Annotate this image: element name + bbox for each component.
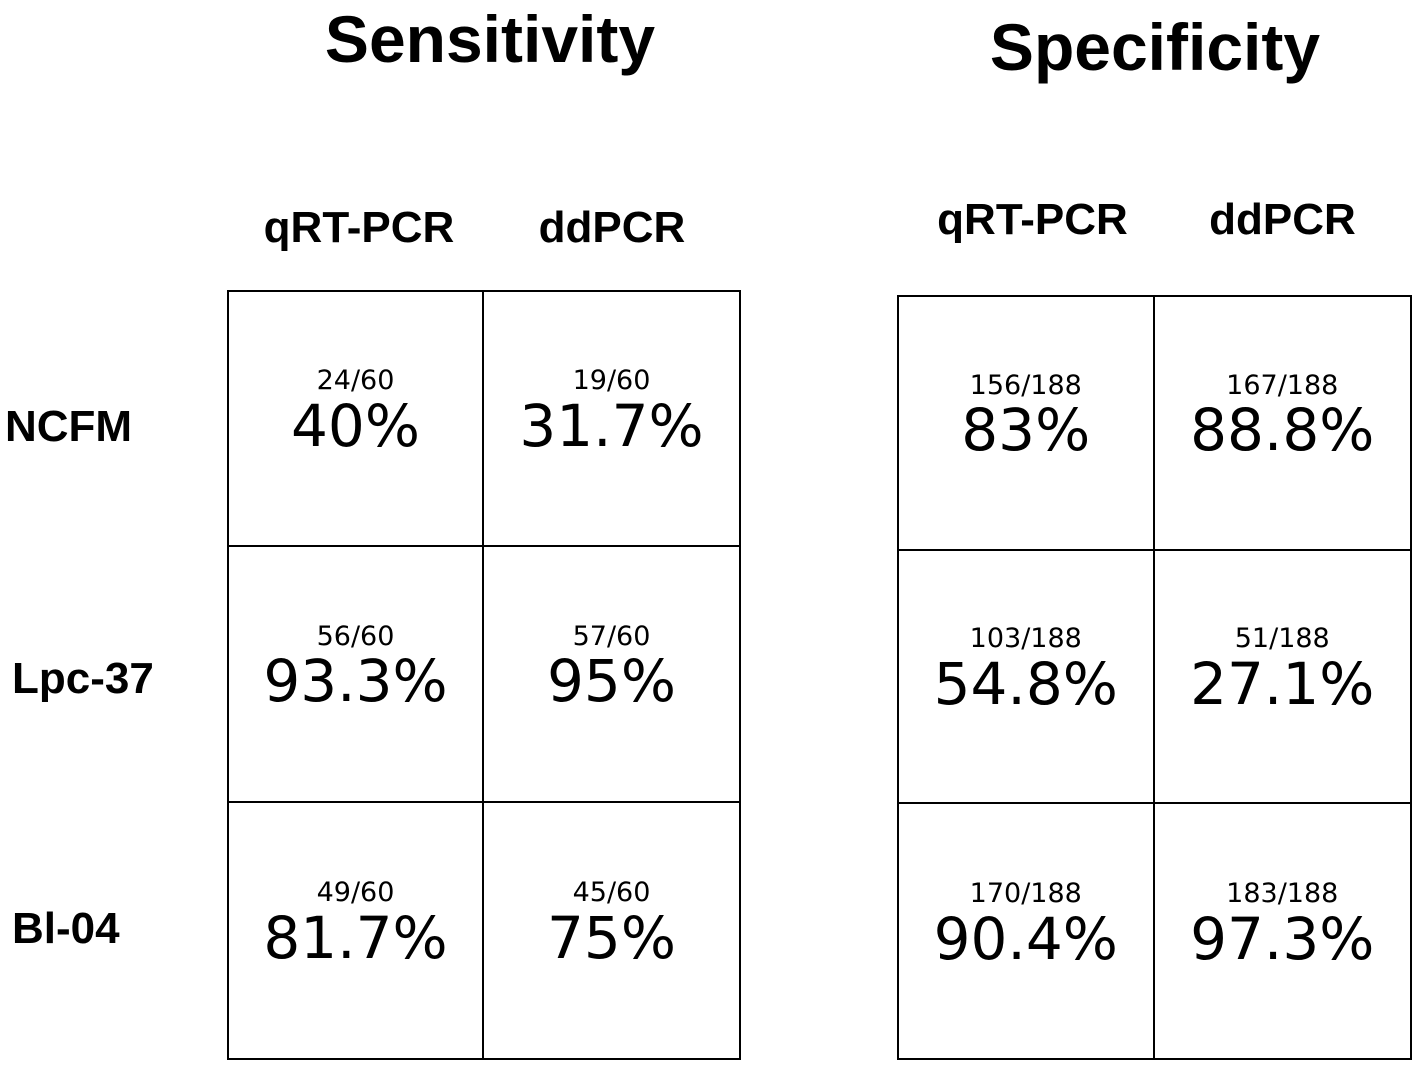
sensitivity-cell-lpc37-ddpcr: 57/60 95% — [484, 547, 739, 803]
cell-percent: 93.3% — [263, 647, 448, 716]
cell-percent: 83% — [961, 396, 1091, 465]
specificity-cell-ncfm-ddpcr: 167/188 88.8% — [1154, 297, 1410, 551]
row-label-lpc37: Lpc-37 — [12, 654, 154, 703]
cell-fraction: 103/188 — [969, 623, 1082, 655]
specificity-cell-ncfm-qrtpcr: 156/188 83% — [899, 297, 1155, 551]
cell-percent: 88.8% — [1190, 396, 1375, 465]
sensitivity-col-ddpcr: ddPCR — [538, 203, 686, 252]
specificity-title: Specificity — [989, 10, 1321, 84]
cell-percent: 95% — [547, 647, 676, 716]
cell-fraction: 167/188 — [1226, 369, 1339, 401]
specificity-cell-lpc37-ddpcr: 51/188 27.1% — [1154, 551, 1410, 805]
cell-percent: 31.7% — [519, 392, 704, 461]
cell-percent: 40% — [291, 392, 420, 461]
sensitivity-cell-ncfm-ddpcr: 19/60 31.7% — [484, 292, 739, 548]
cell-percent: 75% — [547, 903, 676, 972]
specificity-col-ddpcr: ddPCR — [1209, 195, 1356, 244]
sensitivity-cell-ncfm-qrtpcr: 24/60 40% — [229, 292, 484, 548]
sensitivity-col-qrtpcr: qRT-PCR — [263, 203, 455, 252]
specificity-cell-lpc37-qrtpcr: 103/188 54.8% — [899, 550, 1155, 805]
sensitivity-table: 24/60 40% 19/60 31.7% 56/60 93.3% 57/60 … — [227, 290, 741, 1060]
sensitivity-cell-bl04-ddpcr: 45/60 75% — [484, 803, 739, 1058]
cell-fraction: 24/60 — [316, 365, 395, 397]
cell-percent: 90.4% — [933, 904, 1118, 973]
cell-fraction: 170/188 — [969, 877, 1082, 909]
specificity-table: 156/188 83% 167/188 88.8% 103/188 54.8% … — [897, 295, 1412, 1060]
sensitivity-cell-bl04-qrtpcr: 49/60 81.7% — [229, 802, 484, 1058]
cell-percent: 97.3% — [1190, 904, 1375, 973]
cell-fraction: 51/188 — [1234, 623, 1330, 655]
cell-fraction: 49/60 — [316, 877, 395, 909]
cell-percent: 27.1% — [1190, 649, 1375, 718]
cell-fraction: 19/60 — [572, 365, 651, 397]
specificity-cell-bl04-ddpcr: 183/188 97.3% — [1155, 804, 1411, 1058]
cell-fraction: 156/188 — [969, 369, 1082, 401]
cell-percent: 54.8% — [933, 649, 1118, 718]
cell-percent: 81.7% — [263, 903, 448, 972]
cell-fraction: 183/188 — [1226, 877, 1339, 909]
row-label-bl04: Bl-04 — [12, 904, 120, 953]
specificity-cell-bl04-qrtpcr: 170/188 90.4% — [899, 804, 1155, 1058]
cell-fraction: 57/60 — [572, 620, 651, 652]
specificity-col-qrtpcr: qRT-PCR — [937, 195, 1128, 244]
sensitivity-cell-lpc37-qrtpcr: 56/60 93.3% — [229, 547, 484, 803]
row-label-ncfm: NCFM — [5, 402, 133, 451]
cell-fraction: 56/60 — [316, 620, 395, 652]
cell-fraction: 45/60 — [572, 877, 651, 909]
sensitivity-title: Sensitivity — [324, 2, 656, 76]
